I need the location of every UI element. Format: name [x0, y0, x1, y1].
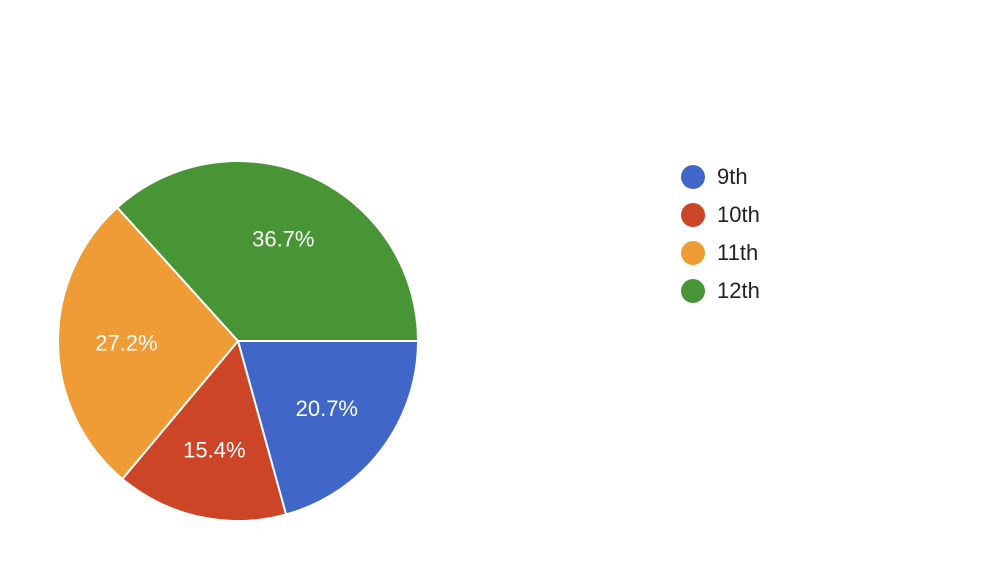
- legend-item-11th: 11th: [681, 234, 760, 272]
- slice-label-9th: 20.7%: [296, 396, 358, 421]
- legend: 9th 10th 11th 12th: [681, 158, 760, 310]
- legend-item-10th: 10th: [681, 196, 760, 234]
- pie-slice-9th: [236, 340, 420, 516]
- legend-label: 11th: [717, 240, 759, 265]
- slice-label-10th: 15.4%: [183, 438, 245, 463]
- slice-label-11th: 27.2%: [95, 331, 157, 356]
- slice-label-12th: 36.7%: [252, 227, 314, 252]
- pie-slice-11th: [57, 206, 240, 481]
- legend-label: 9th: [717, 164, 748, 189]
- legend-item-12th: 12th: [681, 272, 760, 310]
- legend-swatch: [681, 165, 705, 189]
- pie-slice-10th: [120, 338, 288, 522]
- legend-swatch: [681, 279, 705, 303]
- legend-label: 10th: [717, 202, 760, 227]
- legend-swatch: [681, 241, 705, 265]
- legend-item-9th: 9th: [681, 158, 760, 196]
- pie-slice-12th: [115, 160, 420, 342]
- legend-label: 12th: [717, 278, 760, 303]
- legend-swatch: [681, 203, 705, 227]
